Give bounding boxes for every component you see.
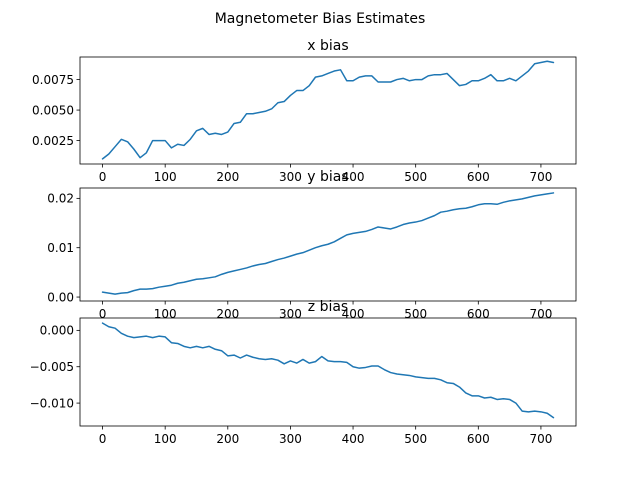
z-bias-y-tick-label: −0.010 — [30, 396, 74, 410]
x-bias-series-line — [101, 60, 555, 160]
y-bias-y-tick-label: 0.01 — [47, 241, 74, 255]
x-bias-y-tick-label: 0.0025 — [32, 134, 74, 148]
y-bias-y-tick-label: 0.02 — [47, 192, 74, 206]
x-bias-x-tick-label: 200 — [216, 170, 239, 184]
x-bias-x-tick-label: 300 — [279, 170, 302, 184]
z-bias-panel: 0 100 200 300 400 500 600 700 0.000 −0.005 −0.010 z… — [30, 299, 577, 446]
z-bias-x-tick-label: 400 — [342, 432, 365, 446]
z-bias-x-tick-label: 100 — [154, 432, 177, 446]
z-bias-series-line — [101, 322, 555, 419]
z-bias-title: z bias — [308, 299, 348, 315]
y-bias-x-tick-label: 700 — [529, 307, 552, 321]
x-bias-y-tick-label: 0.0075 — [32, 73, 74, 87]
x-bias-x-tick-label: 100 — [154, 170, 177, 184]
z-bias-x-tick-label: 200 — [216, 432, 239, 446]
y-bias-y-tick-label: 0.00 — [47, 290, 74, 304]
x-bias-y-tick-label: 0.0050 — [32, 103, 74, 117]
x-bias-x-tick-label: 500 — [404, 170, 427, 184]
z-bias-x-tick-label: 300 — [279, 432, 302, 446]
z-bias-x-tick-label: 0 — [99, 432, 107, 446]
subplot-panels: 0 100 200 300 400 500 600 700 0.0025 0.0050 0.0075… — [30, 38, 577, 446]
x-bias-title: x bias — [307, 38, 348, 54]
y-bias-title: y bias — [307, 169, 348, 185]
y-bias-x-tick-label: 600 — [467, 307, 490, 321]
y-bias-x-tick-label: 200 — [216, 307, 239, 321]
y-bias-series-line — [101, 192, 555, 295]
z-bias-axes-frame — [79, 317, 577, 427]
y-bias-axes-frame — [79, 187, 577, 302]
y-bias-x-tick-label: 500 — [404, 307, 427, 321]
x-bias-x-tick-label: 400 — [342, 170, 365, 184]
x-bias-x-tick-label: 0 — [99, 170, 107, 184]
z-bias-x-tick-label: 600 — [467, 432, 490, 446]
x-bias-panel: 0 100 200 300 400 500 600 700 0.0025 0.0050 0.0075… — [32, 38, 577, 184]
y-bias-x-tick-label: 100 — [154, 307, 177, 321]
y-bias-x-tick-label: 0 — [99, 307, 107, 321]
x-bias-x-tick-label: 700 — [529, 170, 552, 184]
y-bias-x-tick-label: 300 — [279, 307, 302, 321]
figure-title: Magnetometer Bias Estimates — [215, 11, 426, 27]
y-bias-panel: 0 100 200 300 400 500 600 700 0.00 0.01 0.02 y bias — [47, 169, 577, 321]
z-bias-y-tick-label: −0.005 — [30, 360, 74, 374]
z-bias-x-tick-label: 700 — [529, 432, 552, 446]
z-bias-y-tick-label: 0.000 — [40, 324, 74, 338]
x-bias-axes-frame — [79, 56, 577, 165]
x-bias-x-tick-label: 600 — [467, 170, 490, 184]
y-bias-x-tick-label: 400 — [342, 307, 365, 321]
z-bias-x-tick-label: 500 — [404, 432, 427, 446]
